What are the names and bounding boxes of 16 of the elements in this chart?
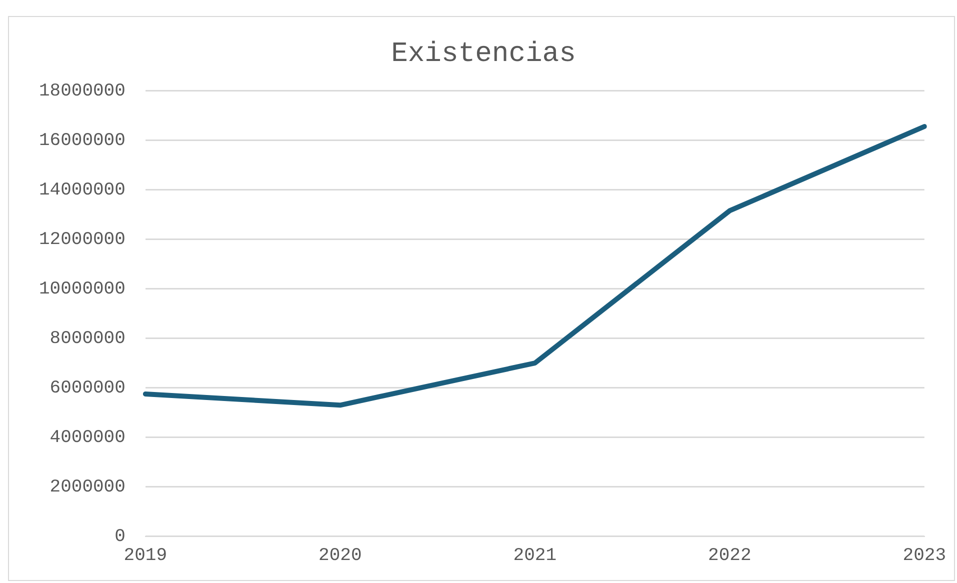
y-tick-label: 0 xyxy=(114,527,126,548)
y-tick-label: 2000000 xyxy=(50,478,126,498)
chart-title: Existencias xyxy=(391,39,576,70)
x-tick-label: 2019 xyxy=(124,546,168,566)
x-tick-label: 2020 xyxy=(318,546,362,566)
y-tick-label: 10000000 xyxy=(38,280,126,300)
y-tick-label: 4000000 xyxy=(50,428,126,448)
y-tick-label: 6000000 xyxy=(50,378,126,399)
x-tick-label: 2023 xyxy=(902,546,946,566)
x-tick-label: 2021 xyxy=(513,546,557,566)
y-tick-label: 18000000 xyxy=(38,81,126,102)
x-tick-label: 2022 xyxy=(708,546,752,566)
y-tick-label: 8000000 xyxy=(50,329,126,350)
y-tick-label: 14000000 xyxy=(38,180,126,200)
y-tick-label: 12000000 xyxy=(38,230,126,250)
y-tick-label: 16000000 xyxy=(38,130,126,151)
